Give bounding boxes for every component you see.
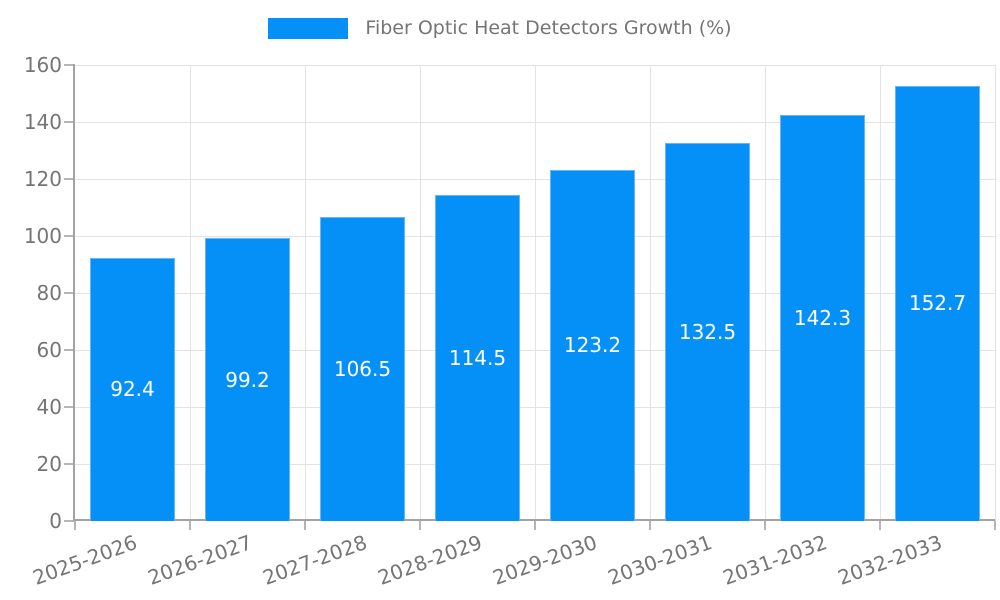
y-tick-mark xyxy=(64,349,75,351)
x-tick-label: 2025-2026 xyxy=(30,530,141,590)
y-tick-mark xyxy=(64,178,75,180)
x-axis-line xyxy=(73,519,995,521)
bar[interactable] xyxy=(435,194,520,521)
x-tick-mark xyxy=(74,521,76,530)
y-tick-mark xyxy=(64,121,75,123)
x-tick-label: 2031-2032 xyxy=(720,530,831,590)
y-tick-mark xyxy=(64,292,75,294)
y-axis-line xyxy=(73,64,75,521)
y-tick-mark xyxy=(64,406,75,408)
bar[interactable] xyxy=(320,217,405,521)
gridline-v xyxy=(304,65,306,521)
x-tick-mark xyxy=(994,521,996,530)
y-tick-label: 140 xyxy=(23,110,62,134)
y-tick-label: 0 xyxy=(49,509,62,533)
x-tick-label: 2027-2028 xyxy=(260,530,371,590)
x-tick-label: 2032-2033 xyxy=(835,530,946,590)
gridline-v xyxy=(649,65,651,521)
bar-value-label: 114.5 xyxy=(448,345,507,370)
x-tick-mark xyxy=(189,521,191,530)
bar[interactable] xyxy=(90,257,175,521)
bar-value-label: 92.4 xyxy=(110,377,155,402)
gridline-v xyxy=(189,65,191,521)
y-tick-label: 20 xyxy=(36,452,62,476)
bar[interactable] xyxy=(665,143,750,521)
x-tick-label: 2030-2031 xyxy=(605,530,716,590)
bar-value-label: 142.3 xyxy=(793,306,852,331)
y-tick-label: 60 xyxy=(36,338,62,362)
y-tick-label: 80 xyxy=(36,281,62,305)
x-tick-label: 2026-2027 xyxy=(145,530,256,590)
bar-value-label: 99.2 xyxy=(225,367,270,392)
bar[interactable] xyxy=(895,85,980,521)
gridline-v xyxy=(764,65,766,521)
x-tick-label: 2028-2029 xyxy=(375,530,486,590)
legend-swatch xyxy=(268,17,349,39)
x-tick-mark xyxy=(304,521,306,530)
x-tick-mark xyxy=(534,521,536,530)
y-tick-label: 160 xyxy=(23,53,62,77)
x-tick-mark xyxy=(879,521,881,530)
x-tick-label: 2029-2030 xyxy=(490,530,601,590)
legend[interactable]: Fiber Optic Heat Detectors Growth (%) xyxy=(0,17,1000,39)
y-tick-label: 100 xyxy=(23,224,62,248)
bar[interactable] xyxy=(550,169,635,521)
bar[interactable] xyxy=(780,115,865,521)
y-tick-mark xyxy=(64,520,75,522)
y-tick-label: 120 xyxy=(23,167,62,191)
bar-value-label: 123.2 xyxy=(563,333,622,358)
y-tick-mark xyxy=(64,463,75,465)
gridline-v xyxy=(994,65,996,521)
legend-label: Fiber Optic Heat Detectors Growth (%) xyxy=(365,17,732,39)
y-tick-mark xyxy=(64,235,75,237)
x-tick-mark xyxy=(419,521,421,530)
gridline-v xyxy=(419,65,421,521)
y-tick-mark xyxy=(64,64,75,66)
x-tick-mark xyxy=(764,521,766,530)
bar-value-label: 152.7 xyxy=(908,291,967,316)
gridline-v xyxy=(879,65,881,521)
gridline-v xyxy=(534,65,536,521)
x-tick-mark xyxy=(649,521,651,530)
y-tick-label: 40 xyxy=(36,395,62,419)
bar-value-label: 106.5 xyxy=(333,357,392,382)
bar[interactable] xyxy=(205,238,290,521)
bar-value-label: 132.5 xyxy=(678,320,737,345)
